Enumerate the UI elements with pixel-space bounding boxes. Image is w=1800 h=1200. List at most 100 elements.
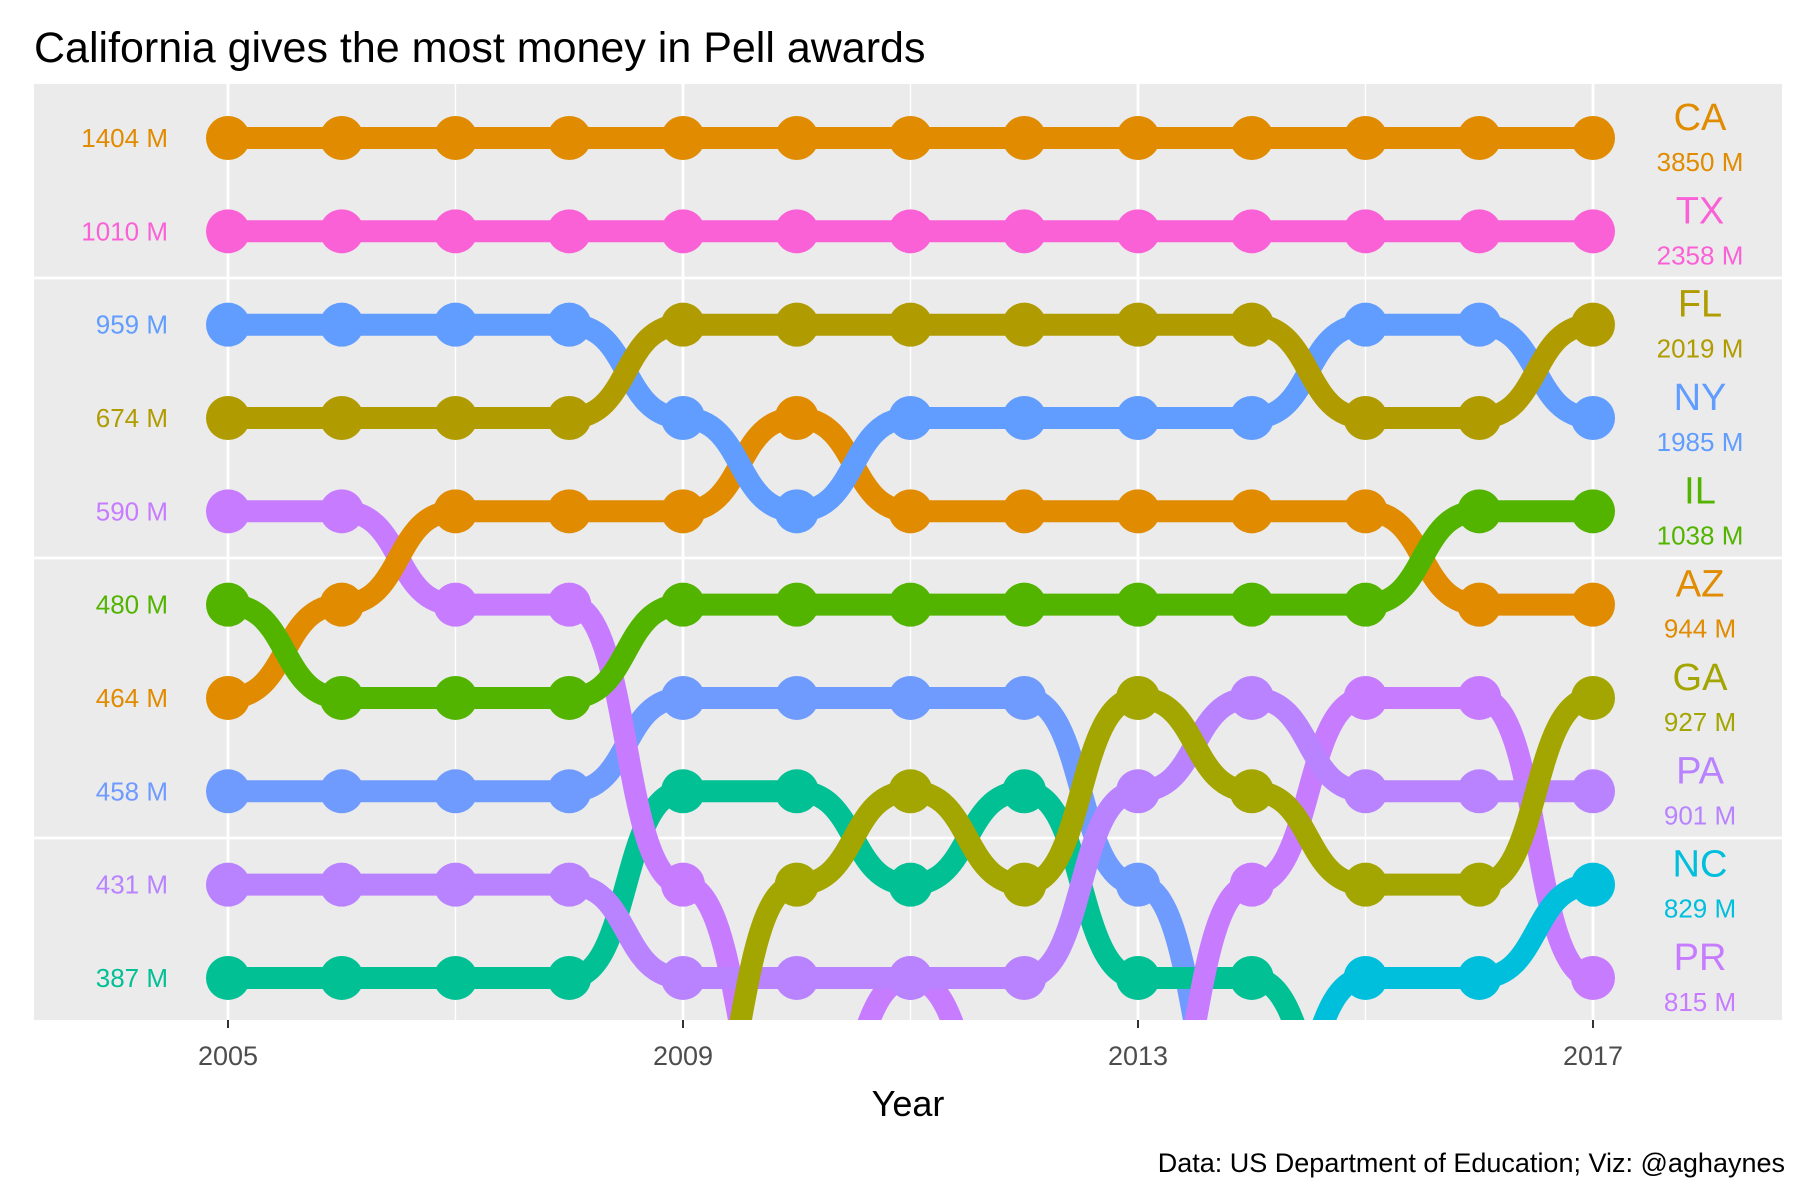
left-value-label: 590 M (96, 496, 168, 526)
series-point-pr (1571, 955, 1615, 1000)
series-point-il (206, 582, 250, 627)
series-point-pa (774, 955, 819, 1000)
series-point-az (1116, 489, 1160, 534)
series-point-tx (206, 209, 250, 254)
series-point-ny (1343, 302, 1388, 347)
series-point-pr (319, 489, 364, 534)
series-point-il (1571, 489, 1615, 534)
series-point-fl (1229, 302, 1274, 347)
series-point-ga (1002, 862, 1047, 907)
series-point-pr (433, 582, 478, 627)
series-point-ny (547, 302, 592, 347)
series-point-unlabeled (319, 955, 364, 1000)
series-point-ca (547, 116, 592, 160)
series-point-ny (1457, 302, 1502, 347)
series-total-label: 901 M (1664, 800, 1736, 830)
series-point-ny (1002, 395, 1047, 440)
series-point-pa (1002, 955, 1047, 1000)
series-point-nc (1343, 955, 1388, 1000)
series-point-il (1343, 582, 1388, 627)
series-point-unlabeled (206, 955, 250, 1000)
chart-title: California gives the most money in Pell … (34, 24, 925, 72)
series-point-ga (547, 1143, 591, 1187)
series-total-label: 3850 M (1657, 147, 1744, 177)
x-axis-ticks: 2005 2009 2013 2017 (198, 1020, 1623, 1071)
series-point-tx (1116, 209, 1160, 254)
series-point-pa (888, 955, 933, 1000)
series-point-ca (1229, 116, 1274, 160)
series-point-tx (774, 209, 819, 254)
series-point-pa (206, 862, 250, 907)
series-point-pr (1002, 1143, 1046, 1187)
left-value-label: 674 M (96, 403, 168, 433)
series-point-fl (206, 395, 250, 440)
series-point-il (774, 582, 819, 627)
right-series-labels: CA 3850 M TX 2358 M FL 2019 M NY 1985 M IL 1038 M… (1657, 97, 1744, 1017)
series-point-il (888, 582, 933, 627)
series-point-nc (434, 1143, 478, 1187)
series-point-ga (1229, 769, 1274, 814)
series-point-unlabeled (1002, 675, 1047, 720)
left-value-label: 387 M (96, 963, 168, 993)
series-name-label: GA (1673, 657, 1729, 699)
series-point-nc (206, 1143, 250, 1187)
series-point-nc (661, 1143, 705, 1187)
series-point-unlabeled (888, 862, 933, 907)
series-point-az (433, 489, 478, 534)
series-point-tx (1571, 209, 1615, 254)
series-point-unlabeled (774, 769, 819, 814)
series-point-il (1457, 489, 1502, 534)
series-point-ny (774, 489, 819, 534)
series-point-nc (889, 1143, 933, 1187)
series-point-unlabeled (206, 769, 250, 814)
series-point-fl (1457, 395, 1502, 440)
series-point-unlabeled (661, 769, 705, 814)
series-point-ga (320, 1143, 364, 1187)
left-value-label: 431 M (96, 870, 168, 900)
series-total-label: 1985 M (1657, 427, 1744, 457)
series-point-tx (661, 209, 705, 254)
series-point-tx (1343, 209, 1388, 254)
series-total-label: 829 M (1664, 894, 1736, 924)
series-point-fl (888, 302, 933, 347)
series-name-label: PR (1674, 937, 1727, 979)
series-point-ga (206, 1143, 250, 1187)
series-point-tx (1002, 209, 1047, 254)
series-point-pa (547, 862, 592, 907)
series-point-nc (1571, 862, 1615, 907)
series-point-unlabeled (774, 675, 819, 720)
series-point-ca (774, 116, 819, 160)
series-point-pr (1457, 675, 1502, 720)
series-point-ny (433, 302, 478, 347)
series-point-unlabeled (547, 769, 592, 814)
series-point-unlabeled (1116, 862, 1160, 907)
series-point-ny (888, 395, 933, 440)
series-point-ga (774, 862, 819, 907)
series-point-az (1343, 489, 1388, 534)
series-point-fl (1571, 302, 1615, 347)
series-point-tx (1457, 209, 1502, 254)
series-point-il (433, 675, 478, 720)
series-point-ga (434, 1143, 478, 1187)
series-point-pa (1116, 769, 1160, 814)
series-total-label: 1038 M (1657, 520, 1744, 550)
series-point-tx (1229, 209, 1274, 254)
series-name-label: AZ (1676, 564, 1725, 606)
series-point-az (1457, 582, 1502, 627)
series-point-ca (1571, 116, 1615, 160)
series-point-il (1229, 582, 1274, 627)
series-point-fl (774, 302, 819, 347)
left-value-labels: 1404 M 1010 M 959 M 674 M 590 M 480 M 464 M 458… (81, 123, 168, 993)
series-point-ny (1571, 395, 1615, 440)
series-point-ca (1116, 116, 1160, 160)
series-point-fl (661, 302, 705, 347)
series-point-ca (206, 116, 250, 160)
series-line-unlabeled (217, 686, 1206, 1020)
series-point-unlabeled (433, 955, 478, 1000)
series-point-fl (1002, 302, 1047, 347)
series-point-az (774, 395, 819, 440)
series-point-ny (1229, 395, 1274, 440)
series-point-nc (1116, 1143, 1160, 1187)
series-point-nc (1002, 1143, 1046, 1187)
